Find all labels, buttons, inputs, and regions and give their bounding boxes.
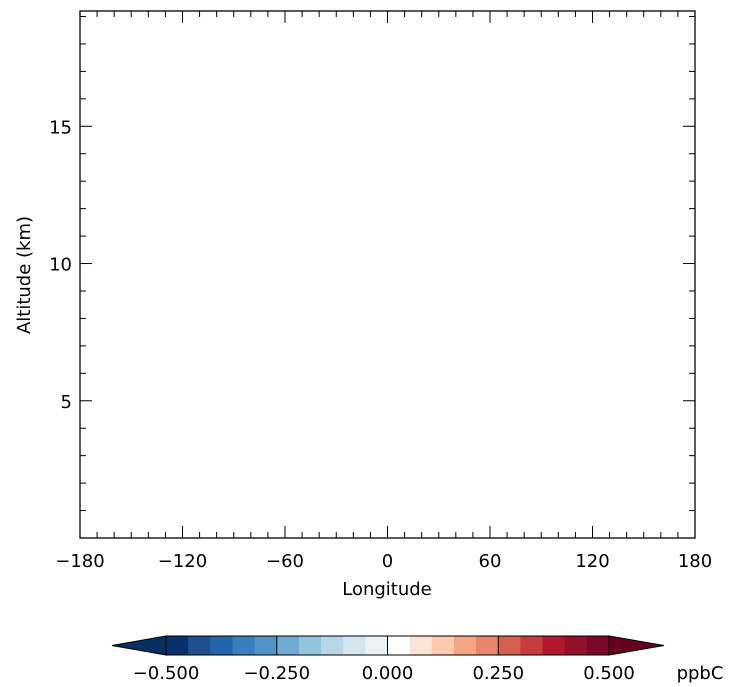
y-tick-label: 10 [49, 255, 72, 276]
x-axis-title: Longitude [342, 579, 432, 600]
x-tick-label: 60 [479, 551, 502, 572]
colorbar-tick-label: −0.500 [133, 663, 200, 684]
colorbar-swatch [298, 636, 322, 655]
colorbar-swatch [520, 636, 543, 655]
y-tick-label: 15 [49, 117, 72, 138]
colorbar-swatch [188, 636, 211, 655]
colorbar-swatch [476, 636, 499, 655]
x-tick-label: 0 [382, 551, 393, 572]
colorbar-swatch [453, 636, 477, 655]
x-axis-top [79, 11, 696, 23]
colorbar-swatch [431, 636, 455, 655]
x-tick-label: 120 [575, 551, 609, 572]
x-tick-label: 180 [678, 551, 712, 572]
x-tick-label: −60 [266, 551, 304, 572]
colorbar-swatch [387, 636, 411, 655]
y-tick-label: 5 [61, 392, 72, 413]
colorbar-tick-label: 0.500 [583, 663, 635, 684]
colorbar-under-arrow [111, 635, 167, 656]
colorbar-unit-label: ppbC [677, 663, 724, 684]
plot-frame [79, 10, 696, 539]
colorbar-tick-label: −0.250 [243, 663, 310, 684]
colorbar-swatch [343, 636, 366, 655]
colorbar-swatch [232, 636, 255, 655]
colorbar-swatch [542, 636, 566, 655]
colorbar-swatch [586, 636, 610, 655]
colorbar-tick-label: 0.000 [362, 663, 414, 684]
colorbar-swatch [498, 636, 521, 655]
colorbar-tick-label: 0.250 [472, 663, 524, 684]
x-tick-label: −120 [158, 551, 207, 572]
y-axis-left: 5 10 15 [49, 15, 92, 512]
colorbar-swatch [365, 636, 388, 655]
colorbar-swatch [276, 636, 300, 655]
colorbar-swatch [254, 636, 278, 655]
y-axis-right [683, 15, 695, 512]
colorbar-swatch [210, 636, 233, 655]
x-tick-label: −180 [55, 551, 104, 572]
colorbar-swatch [564, 636, 588, 655]
x-axis-bottom: −180 −120 −60 0 60 120 180 [55, 526, 712, 572]
colorbar-ticks: −0.500 −0.250 0.000 0.250 0.500 [133, 636, 635, 684]
colorbar-swatch [409, 636, 433, 655]
colorbar-swatch [321, 636, 344, 655]
y-axis-title: Altitude (km) [14, 216, 35, 334]
colorbar-over-arrow [608, 635, 665, 656]
colorbar-swatch [166, 636, 189, 655]
